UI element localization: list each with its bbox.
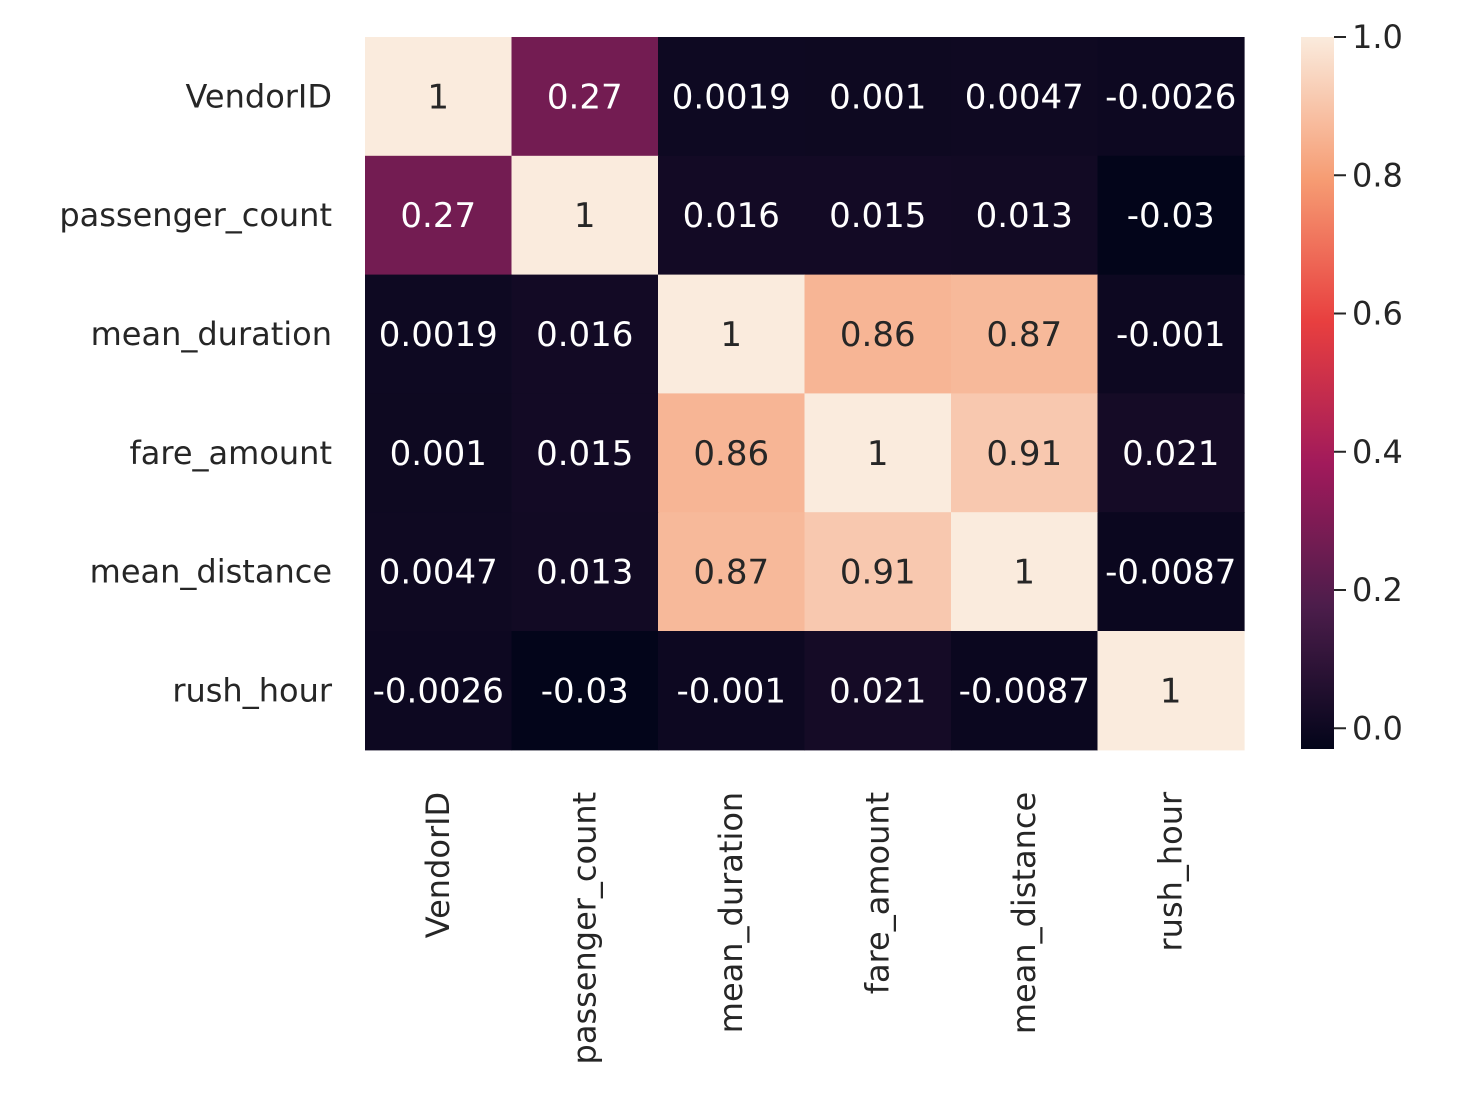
- heatmap-cell-r1-c4: [951, 155, 1099, 276]
- row-label-5: rush_hour: [172, 671, 333, 709]
- heatmap-cells: [365, 37, 1245, 751]
- row-label-0: VendorID: [186, 77, 333, 115]
- heatmap-cell-r2-c0: [365, 274, 513, 394]
- heatmap-cell-r2-c5: [1097, 274, 1245, 394]
- cell-annotation-r5-c2: -0.001: [676, 671, 786, 711]
- cell-annotation-r2-c2: 1: [720, 315, 742, 355]
- cell-annotation-r0-c2: 0.0019: [672, 77, 791, 117]
- row-label-2: mean_duration: [91, 315, 332, 353]
- cell-annotation-r4-c3: 0.91: [840, 553, 916, 593]
- heatmap-cell-r5-c4: [951, 631, 1099, 751]
- colorbar-gradient: [1301, 37, 1334, 749]
- heatmap-cell-r5-c5: [1097, 631, 1245, 751]
- heatmap-cell-r0-c0: [365, 37, 513, 157]
- heatmap-cell-r1-c3: [804, 155, 952, 276]
- cell-annotation-r5-c0: -0.0026: [373, 671, 504, 711]
- colorbar-tick-label-4: 0.8: [1352, 156, 1403, 194]
- cell-annotation-r4-c1: 0.013: [536, 553, 633, 593]
- heatmap-cell-r5-c3: [804, 631, 952, 751]
- colorbar: 0.0 0.2 0.4 0.6 0.8 1.0: [1301, 18, 1403, 749]
- cell-annotation-r1-c5: -0.03: [1127, 196, 1215, 236]
- heatmap-cell-r2-c3: [804, 274, 952, 394]
- heatmap-cell-r1-c0: [365, 155, 513, 276]
- column-label-5: rush_hour: [1152, 791, 1190, 952]
- colorbar-tick-label-0: 0.0: [1352, 709, 1403, 747]
- heatmap-cell-r1-c2: [658, 155, 806, 276]
- cell-annotation-r1-c2: 0.016: [683, 196, 780, 236]
- heatmap-cell-r3-c5: [1097, 393, 1245, 513]
- cell-annotation-r0-c3: 0.001: [829, 77, 926, 117]
- heatmap-cell-r5-c1: [511, 631, 659, 751]
- heatmap-cell-r4-c1: [511, 512, 659, 632]
- column-label-1: passenger_count: [566, 792, 604, 1065]
- cell-annotation-r0-c5: -0.0026: [1105, 77, 1236, 117]
- cell-annotation-r2-c5: -0.001: [1116, 315, 1226, 355]
- cell-annotation-r3-c3: 1: [867, 434, 889, 474]
- heatmap-cell-r3-c4: [951, 393, 1099, 513]
- heatmap-cell-r0-c4: [951, 37, 1099, 157]
- heatmap-cell-r3-c3: [804, 393, 952, 513]
- column-label-3: fare_amount: [859, 792, 897, 994]
- cell-annotation-r2-c3: 0.86: [840, 315, 916, 355]
- cell-annotation-r3-c5: 0.021: [1122, 434, 1219, 474]
- cell-annotation-r5-c5: 1: [1160, 671, 1182, 711]
- heatmap-cell-r1-c1: [511, 155, 659, 276]
- heatmap-cell-r4-c0: [365, 512, 513, 632]
- heatmap-cell-r3-c0: [365, 393, 513, 513]
- cell-annotation-r1-c3: 0.015: [829, 196, 926, 236]
- cell-annotation-r2-c4: 0.87: [986, 315, 1062, 355]
- heatmap-cell-r2-c4: [951, 274, 1099, 394]
- column-labels: VendorID passenger_count mean_duration fare…: [419, 791, 1190, 1065]
- cell-annotation-r1-c0: 0.27: [400, 196, 476, 236]
- heatmap-cell-r4-c3: [804, 512, 952, 632]
- cell-annotation-r5-c4: -0.0087: [959, 671, 1090, 711]
- cell-annotation-r4-c5: -0.0087: [1105, 553, 1236, 593]
- colorbar-tick-label-2: 0.4: [1352, 433, 1403, 471]
- cell-annotation-r1-c1: 1: [574, 196, 596, 236]
- cell-annotation-r2-c1: 0.016: [536, 315, 633, 355]
- row-label-1: passenger_count: [59, 196, 332, 234]
- row-labels: VendorID passenger_count mean_durationfare…: [59, 77, 333, 709]
- cell-annotation-r1-c4: 0.013: [976, 196, 1073, 236]
- heatmap-cell-r0-c5: [1097, 37, 1245, 157]
- cell-annotation-r3-c4: 0.91: [986, 434, 1062, 474]
- cell-annotation-r0-c0: 1: [427, 77, 449, 117]
- heatmap-cell-r3-c1: [511, 393, 659, 513]
- heatmap-cell-r4-c4: [951, 512, 1099, 632]
- colorbar-tick-label-3: 0.6: [1352, 295, 1403, 333]
- cell-annotation-r3-c0: 0.001: [390, 434, 487, 474]
- cell-annotation-r2-c0: 0.0019: [379, 315, 498, 355]
- heatmap-cell-r2-c2: [658, 274, 806, 394]
- heatmap-cell-r2-c1: [511, 274, 659, 394]
- row-label-4: mean_distance: [90, 553, 332, 591]
- cell-annotation-r0-c1: 0.27: [547, 77, 623, 117]
- cell-annotation-r3-c2: 0.86: [693, 434, 769, 474]
- cell-annotations: 1 0.27 0.0019 0.001 0.0047 -0.0026 0.27 1 0.016 0…: [373, 77, 1237, 711]
- cell-annotation-r0-c4: 0.0047: [965, 77, 1084, 117]
- cell-annotation-r4-c2: 0.87: [693, 553, 769, 593]
- colorbar-tick-label-1: 0.2: [1352, 571, 1403, 609]
- cell-annotation-r5-c3: 0.021: [829, 671, 926, 711]
- cell-annotation-r4-c0: 0.0047: [379, 553, 498, 593]
- heatmap-cell-r3-c2: [658, 393, 806, 513]
- heatmap-cell-r4-c2: [658, 512, 806, 632]
- heatmap-cell-r1-c5: [1097, 155, 1245, 276]
- column-label-4: mean_distance: [1005, 792, 1043, 1034]
- colorbar-tick-label-5: 1.0: [1352, 18, 1403, 56]
- heatmap-cell-r0-c3: [804, 37, 952, 157]
- heatmap-cell-r5-c2: [658, 631, 806, 751]
- heatmap-cell-r0-c1: [511, 37, 659, 157]
- heatmap-cell-r0-c2: [658, 37, 806, 157]
- cell-annotation-r4-c4: 1: [1013, 553, 1035, 593]
- column-label-2: mean_duration: [712, 792, 750, 1033]
- heatmap-cell-r4-c5: [1097, 512, 1245, 632]
- heatmap-cell-r5-c0: [365, 631, 513, 751]
- cell-annotation-r5-c1: -0.03: [541, 671, 629, 711]
- cell-annotation-r3-c1: 0.015: [536, 434, 633, 474]
- row-label-3: fare_amount: [130, 434, 332, 472]
- column-label-0: VendorID: [419, 792, 457, 939]
